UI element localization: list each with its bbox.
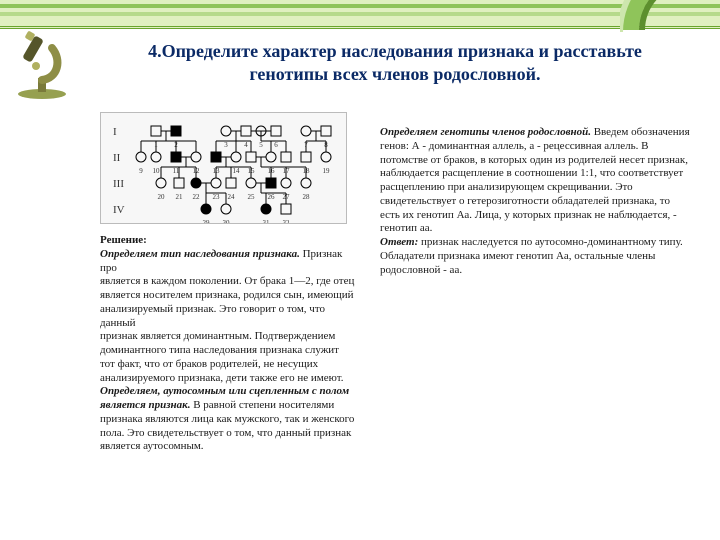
solution-right-column: Определяем генотипы членов родословной. … <box>380 126 690 277</box>
svg-text:28: 28 <box>303 193 311 201</box>
svg-text:10: 10 <box>153 167 161 175</box>
svg-text:14: 14 <box>233 167 241 175</box>
svg-text:I: I <box>113 126 117 138</box>
svg-text:5: 5 <box>259 141 263 149</box>
svg-text:IV: IV <box>113 204 125 216</box>
text: признак является доминантным. Подтвержде… <box>100 330 343 383</box>
svg-text:4: 4 <box>244 141 248 149</box>
svg-text:III: III <box>113 178 124 190</box>
svg-text:6: 6 <box>274 141 278 149</box>
svg-text:9: 9 <box>139 167 143 175</box>
svg-text:19: 19 <box>323 167 331 175</box>
text: анализируемый признак. Это говорит о том… <box>100 303 325 329</box>
answer-heading: Ответ: <box>380 236 418 248</box>
solution-left-column: Решение: Определяем тип наследования при… <box>100 234 355 454</box>
svg-text:32: 32 <box>283 219 291 223</box>
solution-heading: Решение: <box>100 234 147 246</box>
svg-text:30: 30 <box>223 219 231 223</box>
svg-text:II: II <box>113 152 121 164</box>
step3-heading: Определяем генотипы членов родословной. <box>380 126 591 138</box>
svg-text:24: 24 <box>228 193 236 201</box>
pedigree-diagram: IIIIIIIV12345678910111213141516171819202… <box>100 112 347 224</box>
text: Введем обозначения генов: А - доминантна… <box>380 126 690 234</box>
text: является в каждом поколении. От брака 1—… <box>100 275 354 301</box>
text: признак наследуется по аутосомно-доминан… <box>380 236 683 276</box>
svg-text:3: 3 <box>224 141 228 149</box>
page-title: 4.Определите характер наследования призн… <box>110 40 680 87</box>
svg-text:31: 31 <box>263 219 271 223</box>
step1-heading: Определяем тип наследования признака. <box>100 248 300 260</box>
svg-text:23: 23 <box>213 193 221 201</box>
svg-text:20: 20 <box>158 193 166 201</box>
microscope-icon <box>12 30 72 100</box>
svg-text:26: 26 <box>268 193 276 201</box>
top-stripe <box>0 0 720 29</box>
svg-text:22: 22 <box>193 193 201 201</box>
svg-text:29: 29 <box>203 219 211 223</box>
svg-text:25: 25 <box>248 193 256 201</box>
svg-text:21: 21 <box>176 193 184 201</box>
